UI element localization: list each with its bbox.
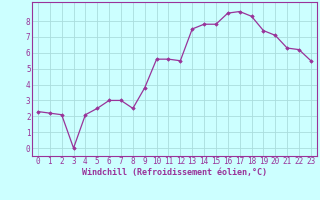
X-axis label: Windchill (Refroidissement éolien,°C): Windchill (Refroidissement éolien,°C): [82, 168, 267, 177]
